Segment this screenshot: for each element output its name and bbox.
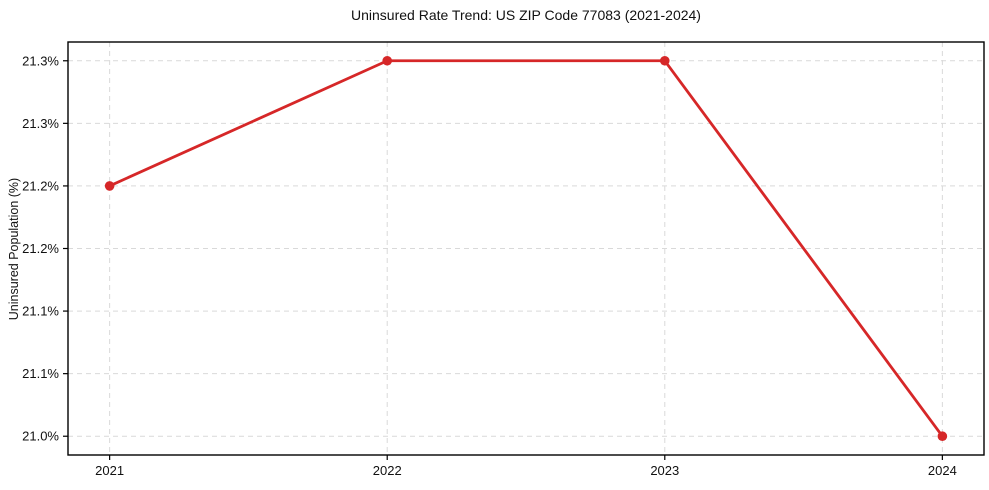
y-tick-label: 21.0%: [22, 429, 59, 444]
trend-line: [108, 59, 944, 438]
axes-frame: [67, 41, 985, 456]
data-point-marker: [104, 181, 115, 191]
y-tick-label: 21.3%: [22, 53, 59, 68]
y-tick-label: 21.2%: [22, 178, 59, 193]
y-tick-label: 21.2%: [22, 241, 59, 256]
x-tick-label: 2022: [373, 463, 402, 478]
y-tick-label: 21.1%: [22, 304, 59, 319]
x-tick-label: 2023: [650, 463, 679, 478]
x-tick-label: 2024: [928, 463, 957, 478]
y-tick-label: 21.3%: [22, 116, 59, 131]
chart-title: Uninsured Rate Trend: US ZIP Code 77083 …: [351, 7, 701, 23]
y-tick-label: 21.1%: [22, 366, 59, 381]
data-point-marker: [659, 55, 670, 66]
data-point-marker: [382, 55, 393, 66]
x-tick-label: 2021: [95, 463, 124, 478]
data-point-marker: [937, 431, 948, 442]
